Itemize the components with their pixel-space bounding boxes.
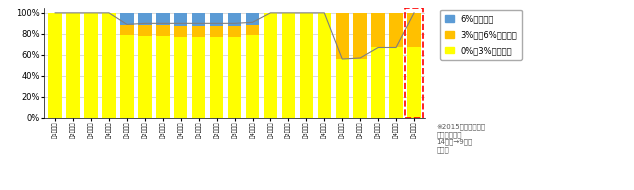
Bar [138,36,152,118]
Bar [120,13,134,25]
Bar [335,13,349,59]
Bar [407,48,421,118]
Text: ※2015年第１回半期
から地区数が
14地区→9地区
に減少: ※2015年第１回半期 から地区数が 14地区→9地区 に減少 [436,123,485,153]
Bar [372,13,385,48]
Bar [404,8,424,118]
Bar [174,13,188,26]
Bar [246,35,259,118]
Bar [210,37,223,118]
Bar [228,26,242,37]
Bar [67,13,80,118]
Bar [138,25,152,36]
Bar [389,48,403,118]
Bar [174,26,188,37]
Bar [156,25,169,36]
Bar [246,25,259,35]
Bar [372,48,385,118]
Bar [228,13,242,26]
Bar [318,13,331,118]
Bar [120,25,134,35]
Bar [84,13,98,118]
Bar [120,35,134,118]
Bar [335,59,349,118]
Bar [354,13,367,59]
Bar [174,37,188,118]
Bar [407,13,421,48]
Bar [138,13,152,25]
Bar [156,13,169,25]
Bar [48,13,62,118]
Bar [210,26,223,37]
Bar [246,13,259,25]
Legend: 6%以上上昇, 3%以上6%未満上昇, 0%超3%未満上昇: 6%以上上昇, 3%以上6%未満上昇, 0%超3%未満上昇 [441,10,522,60]
Bar [389,13,403,48]
Bar [300,13,313,118]
Bar [354,59,367,118]
Bar [228,37,242,118]
Bar [264,13,277,118]
Bar [281,13,295,118]
Bar [210,13,223,26]
Bar [192,26,205,37]
Bar [192,37,205,118]
Bar [192,13,205,26]
Bar [156,36,169,118]
Bar [102,13,115,118]
